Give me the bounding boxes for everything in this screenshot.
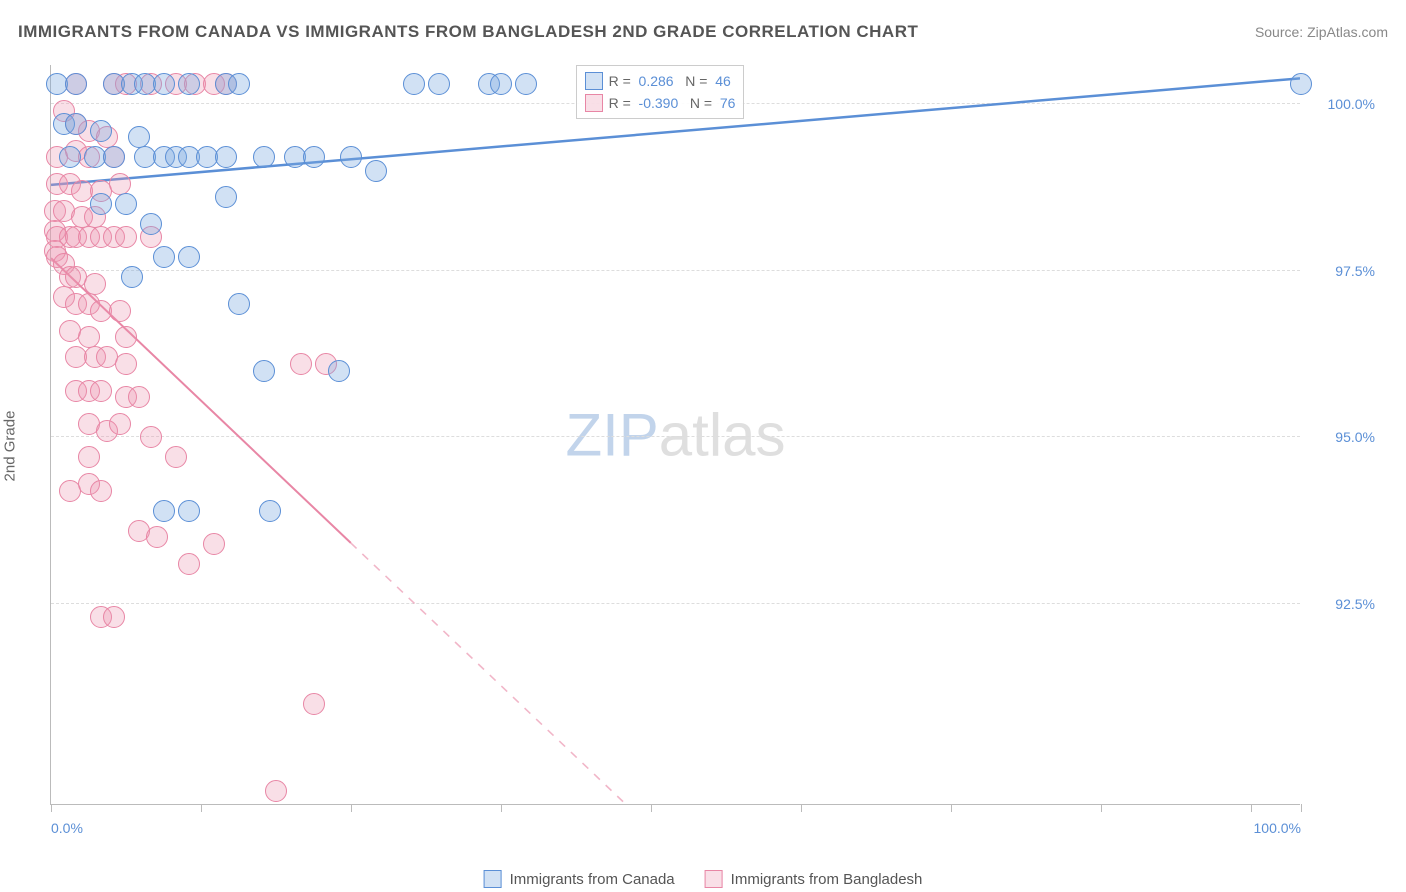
chart-title: IMMIGRANTS FROM CANADA VS IMMIGRANTS FRO… [18, 22, 918, 42]
x-tick [501, 804, 502, 812]
data-point [178, 500, 200, 522]
x-tick [801, 804, 802, 812]
data-point [303, 146, 325, 168]
data-point [115, 193, 137, 215]
legend-item: Immigrants from Canada [484, 870, 675, 888]
data-point [59, 146, 81, 168]
data-point [153, 500, 175, 522]
legend-label: Immigrants from Canada [510, 871, 675, 888]
data-point [140, 213, 162, 235]
data-point [90, 193, 112, 215]
data-point [84, 273, 106, 295]
x-tick [201, 804, 202, 812]
data-point [65, 73, 87, 95]
data-point [65, 113, 87, 135]
x-tick [1301, 804, 1302, 812]
data-point [178, 73, 200, 95]
data-point [203, 533, 225, 555]
data-point [365, 160, 387, 182]
y-tick-label: 97.5% [1310, 263, 1375, 279]
x-tick [651, 804, 652, 812]
legend-label: Immigrants from Bangladesh [731, 871, 923, 888]
trend-lines [51, 65, 1300, 804]
legend-swatch [585, 94, 603, 112]
data-point [128, 386, 150, 408]
data-point [328, 360, 350, 382]
x-tick [351, 804, 352, 812]
data-point [403, 73, 425, 95]
data-point [215, 146, 237, 168]
data-point [146, 526, 168, 548]
legend-swatch [484, 870, 502, 888]
data-point [128, 126, 150, 148]
data-point [290, 353, 312, 375]
data-point [78, 326, 100, 348]
data-point [253, 146, 275, 168]
data-point [115, 353, 137, 375]
stats-legend: R = 0.286 N = 46 R = -0.390 N = 76 [576, 65, 745, 119]
data-point [428, 73, 450, 95]
data-point [303, 693, 325, 715]
x-tick [1251, 804, 1252, 812]
x-tick-label: 100.0% [1254, 820, 1301, 836]
data-point [515, 73, 537, 95]
data-point [103, 146, 125, 168]
data-point [228, 73, 250, 95]
data-point [90, 380, 112, 402]
data-point [178, 553, 200, 575]
data-point [90, 480, 112, 502]
gridline [51, 603, 1300, 604]
data-point [490, 73, 512, 95]
gridline [51, 436, 1300, 437]
data-point [109, 413, 131, 435]
data-point [115, 226, 137, 248]
legend-swatch [705, 870, 723, 888]
watermark: ZIPatlas [565, 400, 785, 469]
data-point [1290, 73, 1312, 95]
plot-area: ZIPatlas 92.5%95.0%97.5%100.0%0.0%100.0%… [50, 65, 1300, 805]
data-point [215, 186, 237, 208]
y-tick-label: 92.5% [1310, 596, 1375, 612]
stats-text: R = -0.390 N = 76 [609, 95, 736, 111]
stats-legend-row: R = -0.390 N = 76 [585, 92, 736, 114]
x-tick [951, 804, 952, 812]
source-label: Source: ZipAtlas.com [1255, 24, 1388, 40]
data-point [90, 120, 112, 142]
data-point [78, 446, 100, 468]
data-point [140, 426, 162, 448]
bottom-legend: Immigrants from Canada Immigrants from Ba… [484, 870, 923, 888]
data-point [103, 606, 125, 628]
stats-text: R = 0.286 N = 46 [609, 73, 731, 89]
data-point [165, 446, 187, 468]
data-point [109, 173, 131, 195]
data-point [253, 360, 275, 382]
y-tick-label: 95.0% [1310, 429, 1375, 445]
data-point [265, 780, 287, 802]
x-tick [51, 804, 52, 812]
y-axis-label: 2nd Grade [2, 411, 19, 482]
legend-swatch [585, 72, 603, 90]
data-point [115, 326, 137, 348]
data-point [259, 500, 281, 522]
data-point [109, 300, 131, 322]
gridline [51, 270, 1300, 271]
data-point [228, 293, 250, 315]
legend-item: Immigrants from Bangladesh [705, 870, 923, 888]
x-tick [1101, 804, 1102, 812]
data-point [153, 246, 175, 268]
data-point [121, 266, 143, 288]
data-point [178, 246, 200, 268]
y-tick-label: 100.0% [1310, 96, 1375, 112]
stats-legend-row: R = 0.286 N = 46 [585, 70, 736, 92]
x-tick-label: 0.0% [51, 820, 83, 836]
data-point [340, 146, 362, 168]
data-point [153, 73, 175, 95]
